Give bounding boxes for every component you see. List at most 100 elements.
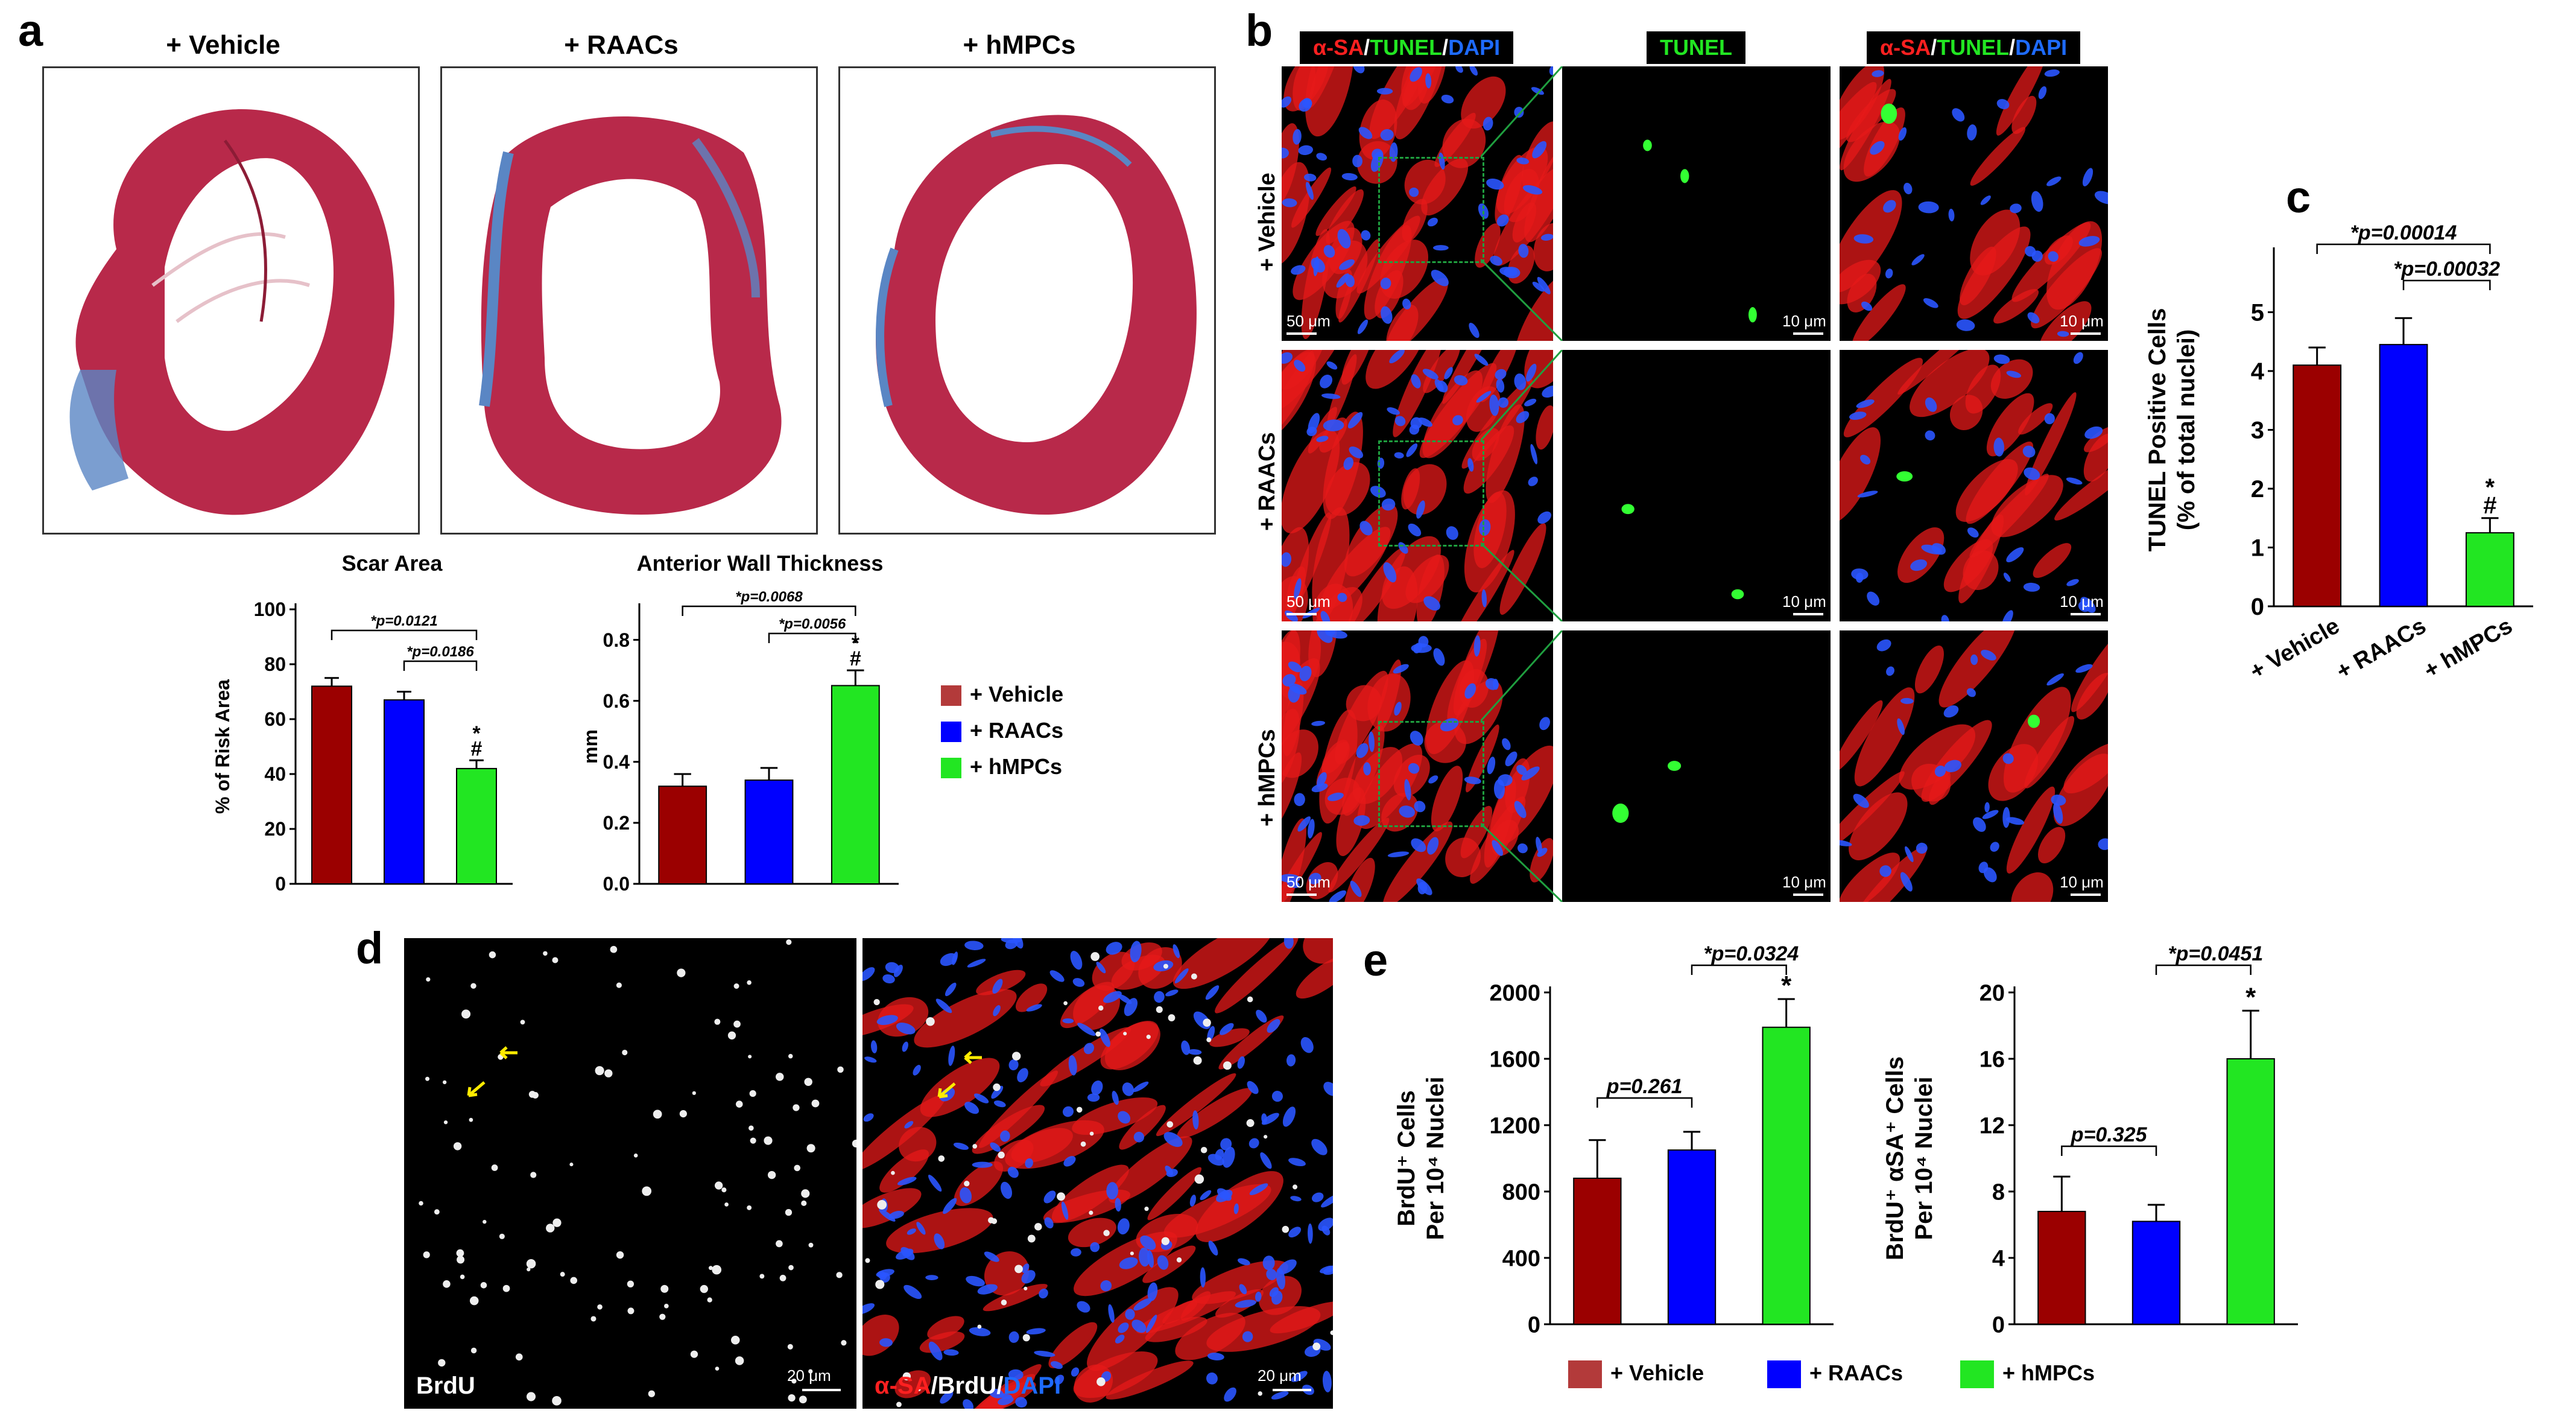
y-tick-label: 0.2 [603, 812, 630, 834]
scale-bar [1286, 613, 1317, 615]
label-part: TUNEL [1937, 35, 2010, 60]
y-tick-label: 0 [1992, 1312, 2005, 1338]
y-tick-label: 0.0 [603, 873, 630, 895]
significance-marker: # [471, 737, 483, 760]
scale-text-d-right: 20 μm [1258, 1366, 1302, 1385]
chart-tunel: 0 1 2 3 4 5 TUNEL Positive Cells (% of total nu… [2144, 221, 2533, 682]
panel-b-image-row1-col2: 10 μm [1562, 66, 1831, 341]
bar [1762, 1026, 1811, 1325]
micrograph-texture [1840, 350, 2108, 621]
chart-brdu-asa: 0 4 8 12 16 20 BrdU⁺ αSA⁺ Cells Per 10⁴ Nuclei *… [1882, 942, 2298, 1338]
panel-c-letter: c [2286, 172, 2311, 222]
panel-a-header-vehicle: + Vehicle [166, 30, 280, 60]
y-tick-label: 2000 [1489, 980, 1540, 1006]
panel-b-letter: b [1245, 5, 1273, 56]
significance-marker: * [472, 722, 481, 745]
legend-e-swatch-raacs [1767, 1360, 1801, 1389]
label-part: DAPI [1003, 1373, 1062, 1399]
y-tick-label: 20 [264, 818, 286, 840]
bar [2465, 532, 2514, 607]
y-tick-label: 1200 [1489, 1113, 1540, 1138]
p-value-label: *p=0.0324 [1703, 942, 1799, 965]
bar [744, 779, 794, 884]
panel-b-row-label-raacs: + RAACs [1255, 432, 1280, 531]
y-tick-label: 4 [1992, 1246, 2005, 1271]
significance-bracket [331, 629, 478, 640]
y-axis-label: BrdU⁺ Cells [1393, 1090, 1420, 1227]
significance-bracket [682, 605, 856, 616]
zoom-connector [1481, 630, 1563, 902]
p-value-label: *p=0.0121 [370, 613, 437, 629]
yellow-arrow-icon [964, 1051, 982, 1064]
heart-section-vehicle [42, 66, 420, 535]
panel-b-image-row1-col3: 10 μm [1840, 66, 2108, 341]
bar [2379, 344, 2428, 607]
label-part: / [2009, 35, 2016, 60]
micrograph-texture [862, 938, 1333, 1409]
micrograph-texture [1562, 350, 1831, 621]
y-tick-label: 40 [264, 763, 286, 785]
y-tick-label: 0 [1528, 1312, 1540, 1338]
p-value-label: p=0.261 [1606, 1075, 1683, 1098]
panel-b-image-row3-col1: 50 μm [1282, 630, 1553, 902]
yellow-arrow-icon [937, 1082, 956, 1099]
bar [2226, 1058, 2275, 1325]
zoom-region-box [1378, 440, 1484, 547]
scale-text: 10 μm [1782, 312, 1826, 330]
significance-bracket [2061, 1145, 2157, 1156]
significance-bracket [2155, 964, 2252, 975]
legend-a-vehicle: + Vehicle [941, 682, 1063, 707]
scale-bar-d-right [1273, 1389, 1311, 1391]
label-part: α-SA [1313, 35, 1364, 60]
scale-text: 50 μm [1286, 312, 1331, 330]
panel-a-header-raacs: + RAACs [564, 30, 679, 60]
significance-marker: # [2483, 492, 2496, 519]
zoom-region-box [1378, 721, 1484, 827]
legend-e-vehicle: + Vehicle [1568, 1360, 1704, 1389]
y-axis-label: mm [580, 729, 601, 764]
scale-bar [2071, 332, 2101, 335]
bar [2037, 1211, 2086, 1325]
y-tick-label: 3 [2251, 417, 2264, 444]
panel-b-image-row2-col1: 50 μm [1282, 350, 1553, 621]
y-tick-label: 0.6 [603, 690, 630, 712]
panel-b-image-row3-col3: 10 μm [1840, 630, 2108, 902]
legend-e-hmpcs: + hMPCs [1960, 1360, 2095, 1389]
legend-a-hmpcs: + hMPCs [941, 754, 1062, 779]
panel-b-row-label-vehicle: + Vehicle [1255, 173, 1280, 271]
chart-title: Anterior Wall Thickness [637, 551, 884, 576]
bar [384, 699, 425, 884]
bar [658, 785, 707, 884]
legend-e-raacs: + RAACs [1767, 1360, 1903, 1389]
p-value-label: *p=0.0451 [2168, 942, 2263, 965]
y-axis-label: Per 10⁴ Nuclei [1911, 1076, 1937, 1240]
y-tick-label: 1 [2251, 535, 2264, 562]
panel-d-label-merge: α-SA/BrdU/DAPI [875, 1373, 1061, 1400]
significance-bracket [2316, 243, 2491, 254]
micrograph-texture [1282, 66, 1553, 341]
bar [1573, 1178, 1622, 1325]
label-part: / [1364, 35, 1370, 60]
micrograph-texture [404, 938, 856, 1409]
scale-bar-d-left [802, 1389, 841, 1391]
bar [2131, 1220, 2181, 1325]
brdu-micrograph [404, 938, 856, 1409]
significance-bracket [768, 632, 856, 643]
scale-bar [1793, 332, 1823, 335]
label-part: / [1442, 35, 1449, 60]
x-category-label: + hMPCs [2420, 613, 2517, 682]
y-tick-label: 5 [2251, 300, 2264, 326]
scale-bar [1286, 893, 1317, 896]
micrograph-texture [1282, 350, 1553, 621]
legend-swatch-raacs [941, 722, 961, 743]
panel-e-letter: e [1363, 935, 1388, 985]
micrograph-texture [1840, 630, 2108, 902]
x-category-label: + RAACs [2332, 613, 2431, 682]
micrograph-texture [1840, 66, 2108, 341]
micrograph-texture [1562, 630, 1831, 902]
significance-bracket [1597, 1097, 1693, 1108]
panel-b-row-label-hmpcs: + hMPCs [1255, 729, 1280, 827]
p-value-label: *p=0.00032 [2393, 258, 2500, 281]
significance-bracket [2402, 279, 2491, 290]
scale-text: 10 μm [2060, 873, 2104, 891]
